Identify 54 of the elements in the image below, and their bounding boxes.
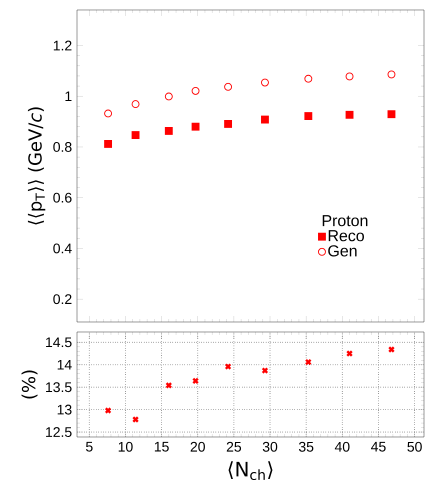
legend-label: Gen [328, 245, 357, 257]
point [192, 122, 200, 131]
legend-label: Reco [328, 230, 364, 242]
x-tick-label: 35 [298, 442, 314, 452]
x-tick-label: 45 [371, 442, 386, 452]
x-tick-label: 40 [334, 442, 350, 452]
point [165, 382, 172, 389]
point [304, 74, 312, 83]
point [192, 377, 200, 384]
x-tick-label: 50 [407, 442, 422, 452]
point [346, 72, 354, 80]
point [224, 82, 232, 91]
point [388, 70, 396, 78]
y-tick-label: 0.6 [53, 192, 72, 203]
point [132, 100, 140, 108]
point [104, 407, 112, 414]
x-tick-label: 20 [190, 442, 205, 452]
point [261, 116, 269, 124]
point [132, 416, 140, 423]
y-tick-label: 0.4 [53, 243, 72, 254]
y-tick-label: 1.2 [54, 40, 72, 50]
point [346, 350, 353, 357]
point [104, 140, 112, 148]
point [224, 120, 232, 128]
legend-title: Proton [322, 215, 368, 226]
y-tick-label: 14.5 [46, 337, 72, 348]
y-tick-label: 14 [58, 360, 72, 370]
point [104, 110, 112, 118]
y-tick-label: 1 [65, 91, 72, 102]
y-axis-title: ⟨⟨p$_{T}$⟩⟩ (GeV/c) [28, 107, 46, 225]
y-tick-label: 12.5 [46, 427, 72, 437]
point [164, 127, 173, 135]
point [346, 110, 354, 119]
y-tick-label: 13 [58, 404, 72, 415]
x-axis-title: ⟨N$_{ch}$⟩ [228, 461, 272, 480]
x-tick-label: 25 [226, 442, 242, 452]
point [262, 367, 268, 374]
point [192, 86, 200, 95]
y-tick-label: 0.2 [53, 294, 72, 304]
x-tick-label: 5 [86, 442, 93, 452]
y-tick-label: 0.8 [53, 142, 72, 152]
point [261, 78, 269, 86]
x-tick-label: 30 [262, 442, 278, 452]
point [164, 92, 173, 100]
x-tick-label: 10 [118, 442, 133, 452]
x-tick-label: 15 [154, 442, 169, 452]
point [388, 346, 395, 353]
point [304, 358, 312, 366]
point [132, 131, 140, 139]
point [224, 363, 232, 370]
point [388, 110, 396, 118]
y-tick-label: 13.5 [46, 382, 72, 392]
y-axis-title: (%) [22, 370, 38, 398]
point [304, 112, 312, 120]
